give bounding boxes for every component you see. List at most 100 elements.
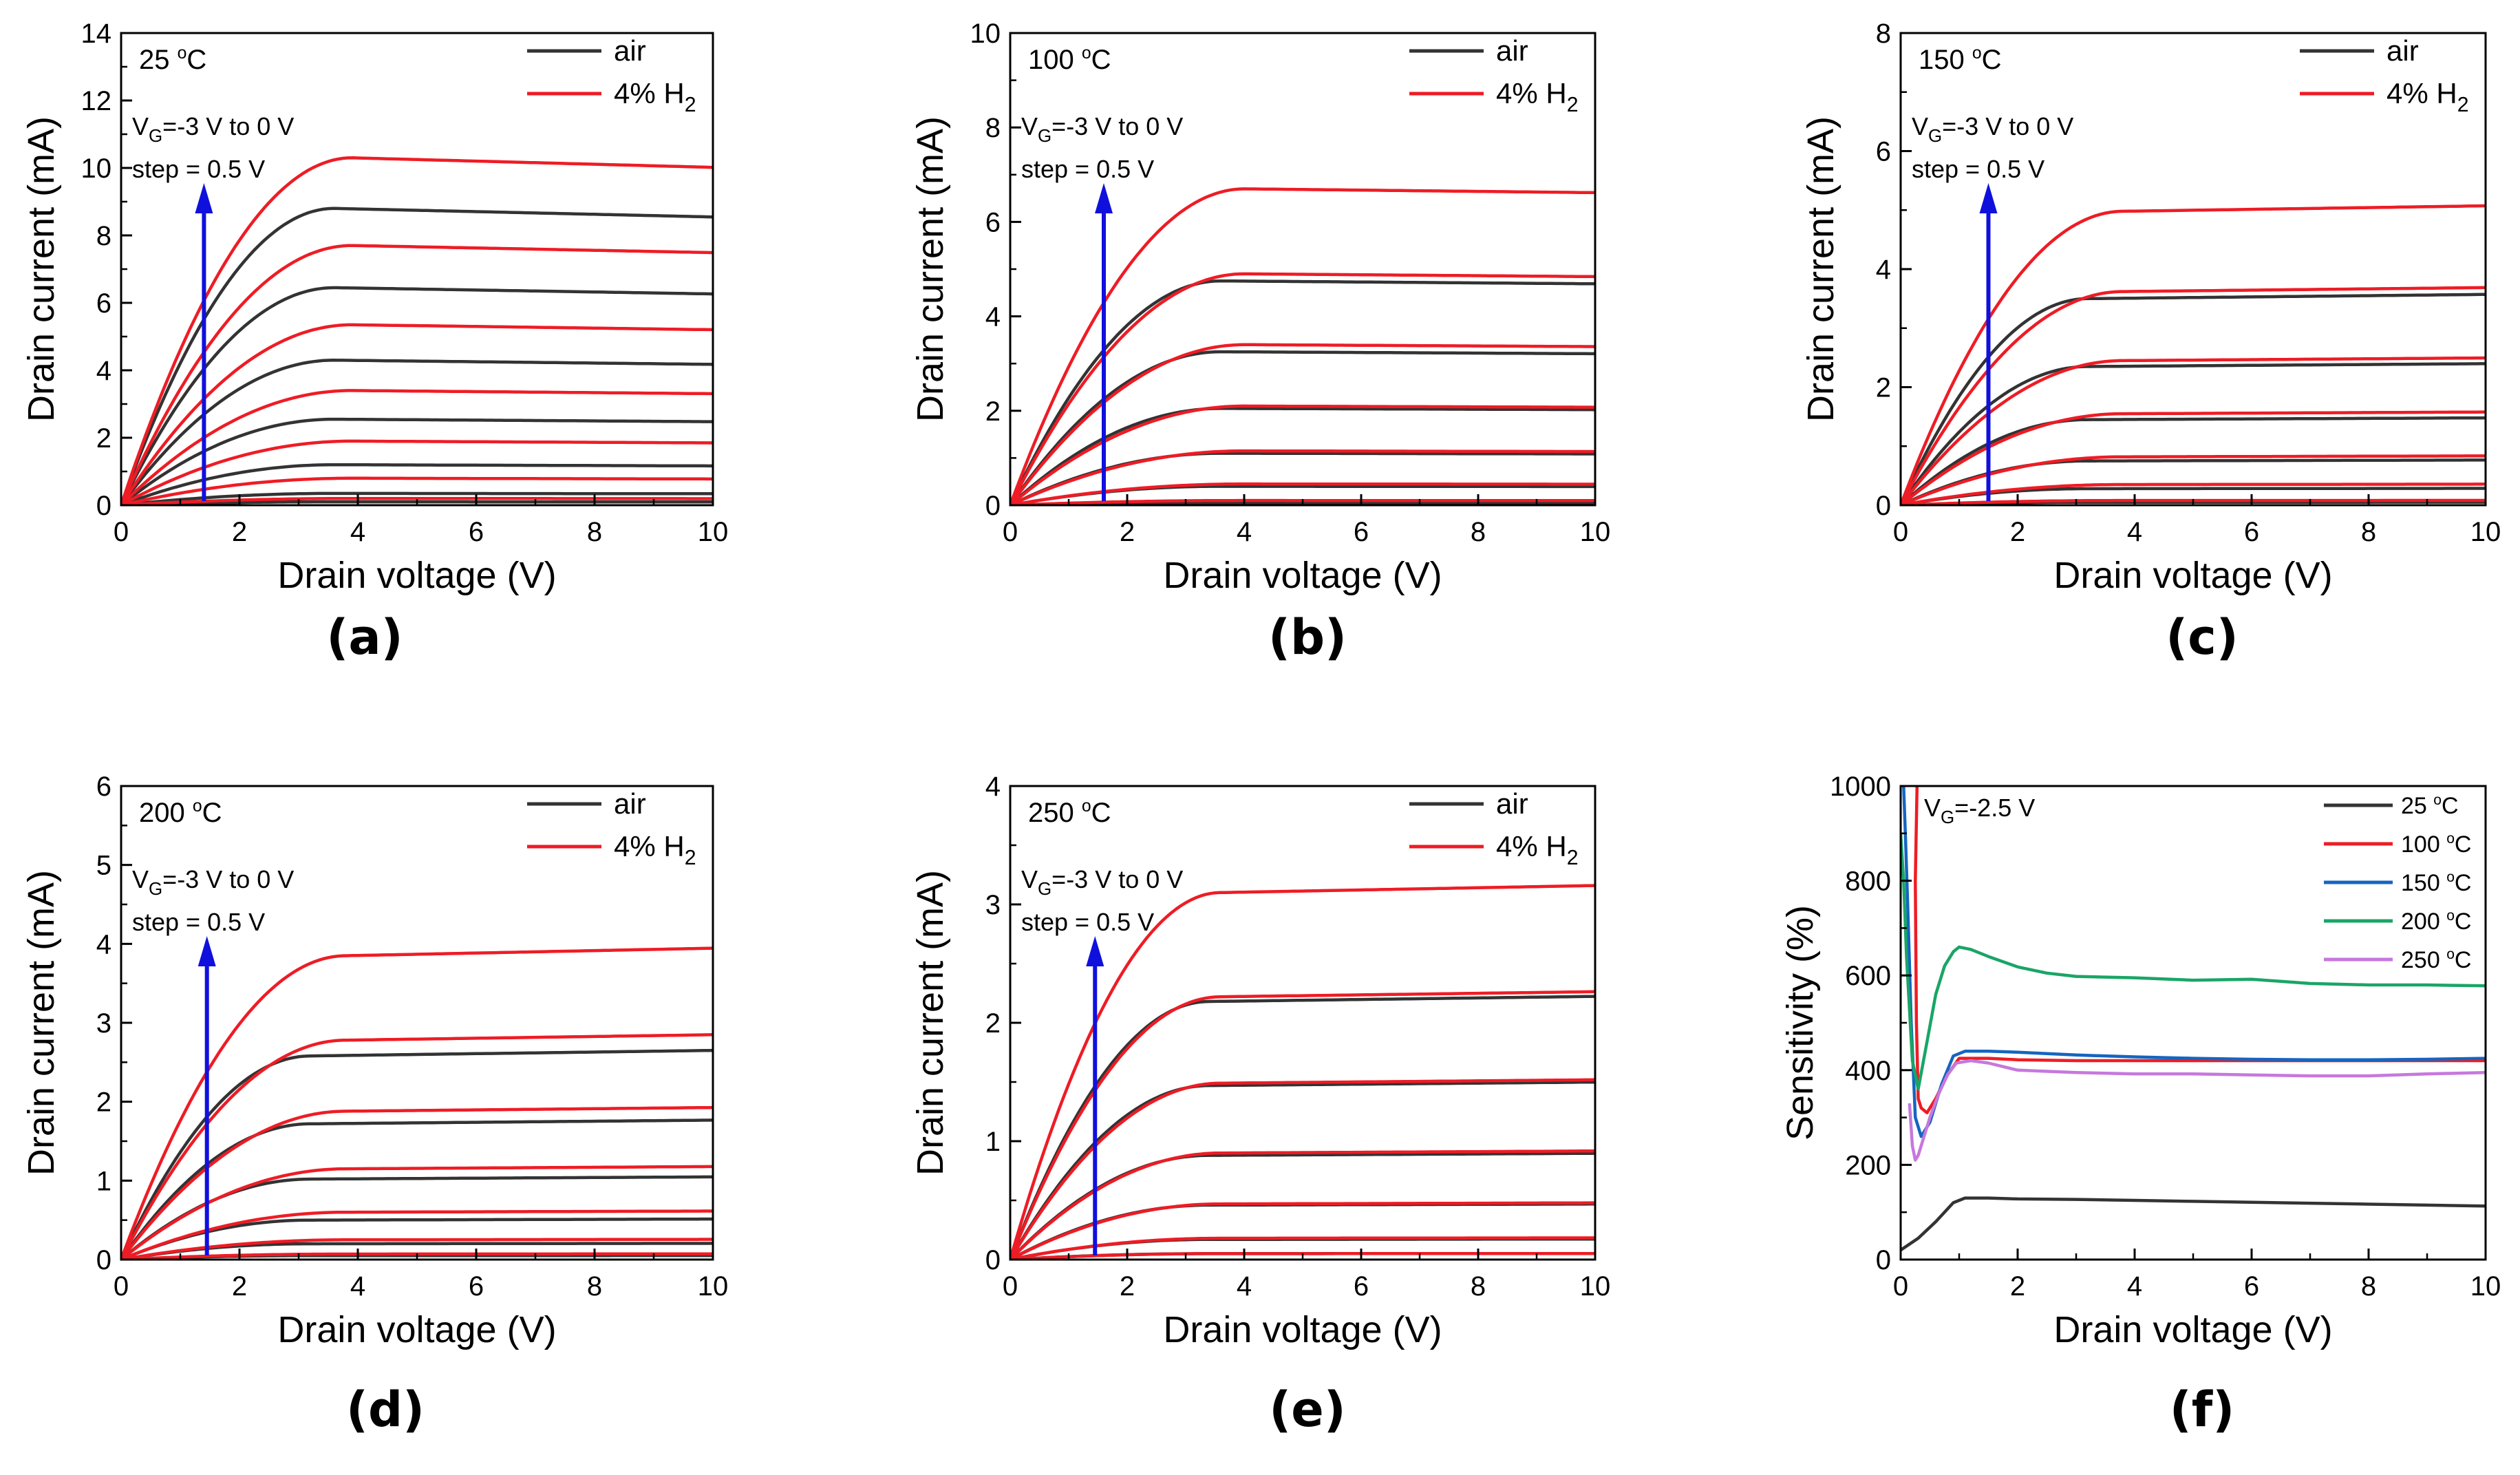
legend-label: 25 oC [2401,792,2459,819]
gate-voltage-note: VG=-3 V to 0 V [1021,112,1183,146]
y-axis-title: Drain current (mA) [21,116,62,422]
y-tick-label: 600 [1845,961,1891,991]
gate-sweep-arrow-head [197,936,216,966]
y-tick-label: 6 [985,207,1001,237]
legend-label: 4% H2 [2386,77,2469,116]
h2-curve-1 [1010,1236,1595,1260]
air-curve-5 [1010,279,1595,505]
y-tick-label: 4 [96,356,111,386]
panel-e: 0 2 4 6 8 10 0 1 2 3 4 Drain voltage (V) Drain curre… [910,772,1610,1350]
panel-c: 0 2 4 6 8 10 0 2 4 6 8 Drain voltage (V) Drain curre… [1800,19,2501,596]
h2-curve-1 [1010,482,1595,505]
y-axis-title: Sensitivity (%) [1780,905,1821,1140]
y-tick-label: 0 [985,1245,1001,1275]
air-curve-3 [1010,407,1595,505]
gate-voltage-note: VG=-3 V to 0 V [132,112,294,146]
air-curve-5 [121,286,713,505]
y-tick-label: 2 [96,423,111,454]
y-tick-label: 8 [96,221,111,251]
gate-voltage-note: VG=-2.5 V [1924,794,2035,827]
h2-curve-3 [1901,410,2486,505]
step-note: step = 0.5 V [132,908,265,936]
y-tick-label: 200 [1845,1150,1891,1180]
y-tick-label: 1000 [1830,772,1891,802]
step-note: step = 0.5 V [132,155,265,183]
h2-curve-5 [121,1033,713,1260]
y-axis-title: Drain current (mA) [910,116,951,422]
air-curve-4 [1901,362,2486,505]
h2-curve-2 [1901,454,2486,505]
x-tick-label: 10 [2470,517,2501,547]
h2-curve-1 [1901,482,2486,505]
legend-label: air [2386,34,2419,67]
x-tick-label: 0 [1003,1271,1018,1302]
h2-curve-4 [121,323,713,505]
sensitivity-line-0 [1901,1196,2486,1252]
x-tick-label: 0 [1893,1271,1908,1302]
x-axis-title: Drain voltage (V) [2053,555,2332,596]
x-axis-title: Drain voltage (V) [1163,1309,1442,1350]
h2-curve-5 [121,244,713,505]
x-tick-label: 8 [587,1271,602,1302]
panel-label: (d) [346,1381,425,1438]
legend-label: air [614,34,646,67]
y-axis-title: Drain current (mA) [1800,116,1841,422]
y-axis-title: Drain current (mA) [910,870,951,1176]
gate-voltage-note: VG=-3 V to 0 V [132,865,294,899]
y-tick-label: 0 [96,491,111,521]
x-tick-label: 2 [2010,517,2025,547]
h2-curve-6 [1901,204,2486,505]
x-axis-title: Drain voltage (V) [277,1309,556,1350]
legend-label: 4% H2 [614,830,696,869]
x-tick-label: 10 [1580,517,1611,547]
sensitivity-line-2 [1902,786,2486,1138]
x-tick-label: 0 [114,1271,129,1302]
x-tick-label: 6 [2244,1271,2259,1302]
y-tick-label: 0 [985,491,1001,521]
h2-curve-4 [1010,1078,1595,1260]
legend-label: 4% H2 [1496,830,1579,869]
y-tick-label: 5 [96,851,111,881]
legend-label: air [614,787,646,820]
legend-label: 250 oC [2401,946,2471,973]
air-curve-4 [121,359,713,505]
y-tick-label: 0 [1876,1245,1891,1275]
y-tick-label: 2 [1876,373,1891,403]
x-tick-label: 2 [232,1271,247,1302]
x-tick-label: 2 [1120,517,1135,547]
air-curve-3 [121,417,713,505]
h2-curve-5 [1901,286,2486,505]
x-tick-label: 6 [469,1271,484,1302]
x-axis-title: Drain voltage (V) [2053,1309,2332,1350]
air-curve-4 [1010,350,1595,505]
temperature-label: 200 oC [139,797,222,828]
gate-sweep-arrow-head [1086,936,1104,966]
y-tick-label: 6 [96,772,111,802]
temperature-label: 100 oC [1028,44,1111,75]
y-tick-label: 10 [81,153,112,184]
x-tick-label: 4 [2127,1271,2142,1302]
gate-sweep-arrow-head [195,183,213,213]
temperature-label: 25 oC [139,44,206,75]
x-tick-label: 8 [2361,517,2376,547]
legend-label: air [1496,34,1528,67]
plot-area [121,946,713,1260]
y-tick-label: 1 [985,1127,1001,1157]
y-tick-label: 4 [96,929,111,959]
y-tick-label: 2 [96,1087,111,1118]
air-curve-3 [1901,416,2486,505]
air-curve-2 [121,1217,713,1260]
panel-label: (a) [326,609,403,666]
panel-label: (f) [2170,1381,2234,1438]
h2-curve-6 [121,946,713,1260]
x-axis-title: Drain voltage (V) [1163,555,1442,596]
x-tick-label: 8 [2361,1271,2376,1302]
gate-sweep-arrow-head [1095,183,1113,213]
gate-sweep-arrow-head [1979,183,1998,213]
y-tick-label: 2 [985,1008,1001,1039]
y-tick-label: 14 [81,19,112,49]
h2-curve-6 [1010,884,1595,1260]
h2-curve-4 [1901,356,2486,505]
y-tick-label: 0 [1876,491,1891,521]
y-tick-label: 10 [970,19,1001,49]
